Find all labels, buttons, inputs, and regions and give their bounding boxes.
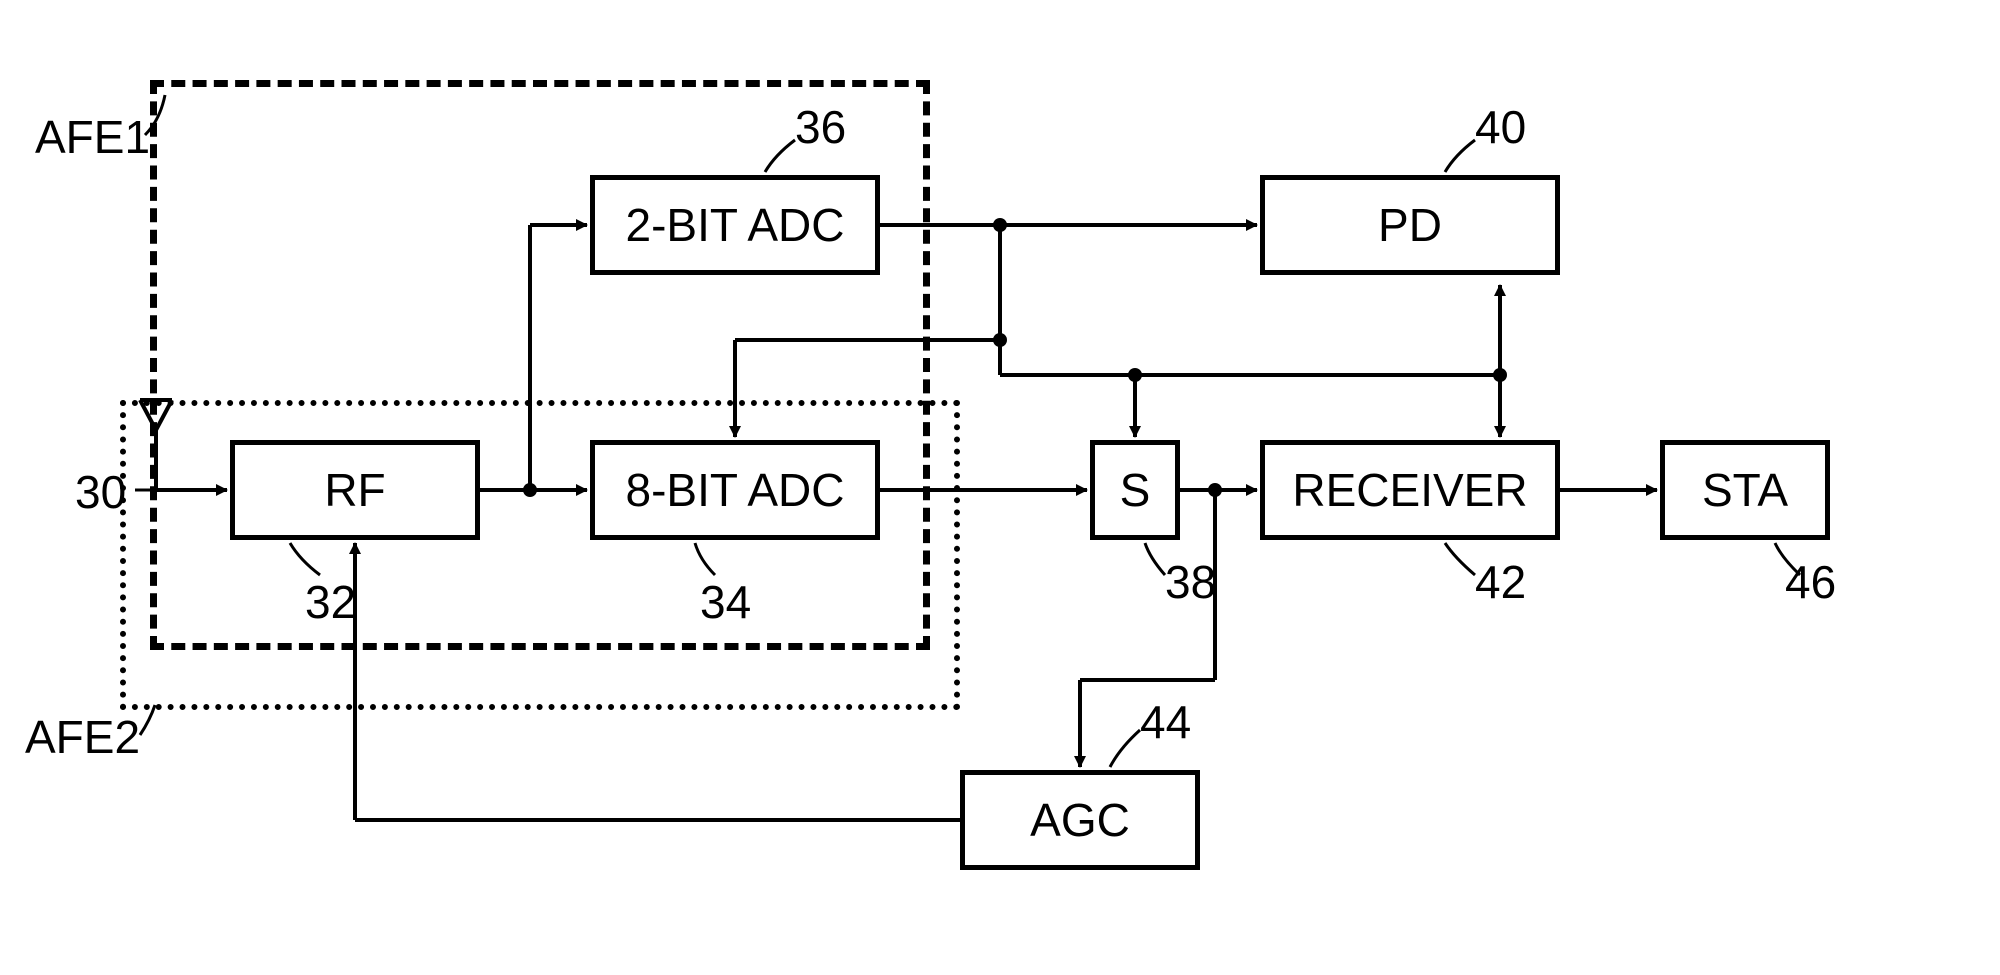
- connections-svg: [0, 0, 2000, 975]
- block-diagram: RF 2-BIT ADC 8-BIT ADC S PD RECEIVER STA…: [0, 0, 2000, 975]
- antenna-icon: [140, 400, 172, 490]
